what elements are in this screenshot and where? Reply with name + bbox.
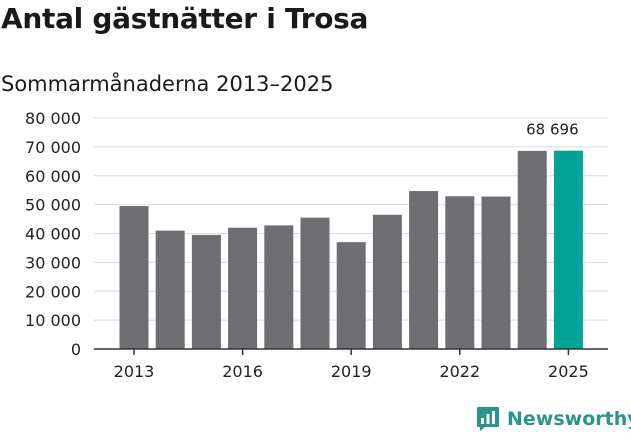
bar <box>191 234 221 349</box>
bar <box>155 230 185 349</box>
bar <box>300 217 330 349</box>
y-tick-label: 80 000 <box>25 109 81 128</box>
x-tick-label: 2013 <box>114 362 155 381</box>
y-tick-label: 70 000 <box>25 138 81 157</box>
y-tick-label: 30 000 <box>25 253 81 272</box>
bar <box>336 242 366 349</box>
x-tick-label: 2022 <box>439 362 480 381</box>
x-tick-label: 2025 <box>548 362 589 381</box>
data-label: 68 696 <box>526 121 579 139</box>
bar <box>409 191 439 349</box>
brand-logo: Newsworthy <box>476 406 631 432</box>
x-tick-label: 2019 <box>331 362 372 381</box>
chart-subtitle: Sommarmånaderna 2013–2025 <box>1 72 334 96</box>
bar-chart-logo-icon <box>477 407 499 431</box>
y-tick-label: 10 000 <box>25 311 81 330</box>
bar <box>553 150 583 349</box>
bar-chart: 0 10 000 20 000 30 000 40 000 50 000 60 000 70 … <box>25 109 608 381</box>
bar <box>481 196 511 349</box>
y-tick-label: 40 000 <box>25 225 81 244</box>
y-tick-label: 0 <box>71 340 81 359</box>
bar <box>119 206 149 349</box>
bar <box>445 196 475 349</box>
bar <box>228 227 258 349</box>
bar <box>517 150 547 349</box>
bar <box>264 225 294 349</box>
bar <box>372 214 402 349</box>
x-tick-label: 2016 <box>222 362 263 381</box>
chart-title: Antal gästnätter i Trosa <box>1 2 369 35</box>
y-tick-label: 60 000 <box>25 167 81 186</box>
y-tick-label: 20 000 <box>25 282 81 301</box>
y-tick-label: 50 000 <box>25 196 81 215</box>
brand-name: Newsworthy <box>507 408 631 430</box>
